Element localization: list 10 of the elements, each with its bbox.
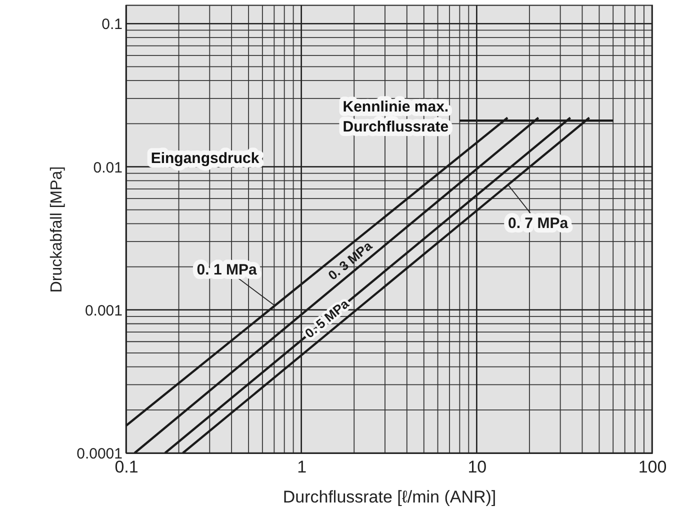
x-tick-label: 1: [297, 458, 307, 476]
y-axis-title: Druckabfall [MPa]: [48, 166, 66, 293]
y-tick-label: 0.001: [84, 302, 122, 320]
x-tick-label: 10: [468, 458, 487, 476]
x-axis-title: Durchflussrate [ℓ/min (ANR)]: [282, 488, 496, 506]
y-tick-label: 0.1: [102, 16, 122, 34]
text: 0. 3 MPa: [325, 238, 376, 283]
y-tick-label: 0.01: [93, 159, 122, 176]
x-tick-label: 0.1: [114, 458, 138, 476]
x-tick-label: 100: [638, 458, 667, 476]
